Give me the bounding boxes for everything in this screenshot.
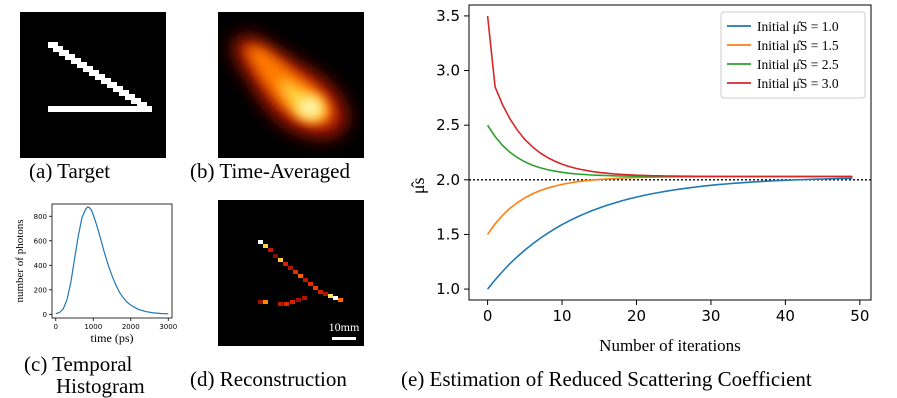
x-tick-label: 1000 bbox=[84, 323, 102, 331]
target-panel bbox=[20, 12, 166, 158]
series-line bbox=[486, 15, 853, 178]
time-averaged-panel bbox=[218, 12, 364, 158]
series-line bbox=[486, 175, 853, 235]
y-tick-label: 2.5 bbox=[436, 116, 460, 134]
estimation-chart: 0 10 20 30 40 50 1.0 1.5 2.0 2.5 3.0 3.5 Number of i… bbox=[400, 0, 897, 368]
y-tick-label: 400 bbox=[34, 262, 47, 270]
temporal-histogram-chart: 0 1000 2000 3000 0 200 400 600 800 time (ps) numbe… bbox=[0, 196, 180, 348]
series-line bbox=[486, 124, 853, 178]
caption-e: (e) Estimation of Reduced Scattering Coe… bbox=[401, 367, 812, 391]
x-tick-label: 30 bbox=[701, 307, 720, 325]
x-tick-label: 10 bbox=[553, 307, 572, 325]
y-tick-label: 1.0 bbox=[436, 280, 460, 298]
x-tick-label: 2000 bbox=[122, 323, 140, 331]
x-axis-label: time (ps) bbox=[91, 331, 134, 345]
scale-bar-label: 10mm bbox=[329, 320, 360, 334]
x-tick-label: 0 bbox=[54, 323, 58, 331]
legend-label: Initial μ̂S = 1.0 bbox=[757, 19, 839, 34]
caption-c-line1: (c) Temporal bbox=[24, 352, 133, 376]
histogram-line bbox=[55, 206, 169, 315]
estimation-svg: 0 10 20 30 40 50 1.0 1.5 2.0 2.5 3.0 3.5 Number of i… bbox=[408, 4, 872, 355]
caption-a: (a) Target bbox=[29, 159, 111, 183]
x-axis-label: Number of iterations bbox=[599, 336, 741, 355]
plot-frame bbox=[51, 203, 173, 319]
legend-label: Initial μ̂S = 3.0 bbox=[757, 76, 839, 91]
x-tick-label: 50 bbox=[850, 307, 869, 325]
reconstruction-image: 10mm bbox=[218, 200, 364, 346]
legend-label: Initial μ̂S = 2.5 bbox=[757, 57, 839, 72]
reconstruction-panel: 10mm bbox=[218, 200, 364, 346]
x-tick-label: 20 bbox=[627, 307, 646, 325]
caption-c-line2: Histogram bbox=[56, 374, 145, 398]
y-tick-label: 3.0 bbox=[436, 62, 460, 80]
y-tick-label: 1.5 bbox=[436, 225, 460, 243]
time-averaged-image bbox=[218, 12, 364, 158]
plot-frame bbox=[468, 4, 872, 301]
x-tick-label: 3000 bbox=[159, 323, 177, 331]
y-tick-label: 600 bbox=[34, 237, 47, 245]
y-tick-label: 2.0 bbox=[436, 171, 460, 189]
caption-b: (b) Time-Averaged bbox=[190, 159, 350, 183]
caption-d: (d) Reconstruction bbox=[190, 367, 347, 391]
y-axis-label: μ̂s bbox=[408, 177, 428, 194]
y-axis-label: number of photons bbox=[14, 219, 26, 302]
legend-label: Initial μ̂S = 1.5 bbox=[757, 38, 839, 53]
y-tick-label: 0 bbox=[43, 311, 47, 319]
target-image bbox=[20, 12, 166, 158]
temporal-histogram-svg: 0 1000 2000 3000 0 200 400 600 800 time (ps) numbe… bbox=[14, 203, 177, 345]
y-tick-label: 800 bbox=[34, 213, 47, 221]
series-line bbox=[486, 177, 853, 290]
x-tick-label: 40 bbox=[776, 307, 795, 325]
scale-bar bbox=[332, 337, 356, 340]
y-tick-label: 3.5 bbox=[436, 7, 460, 25]
x-tick-label: 0 bbox=[483, 307, 493, 325]
legend-box bbox=[720, 11, 866, 99]
y-tick-label: 200 bbox=[34, 286, 47, 294]
